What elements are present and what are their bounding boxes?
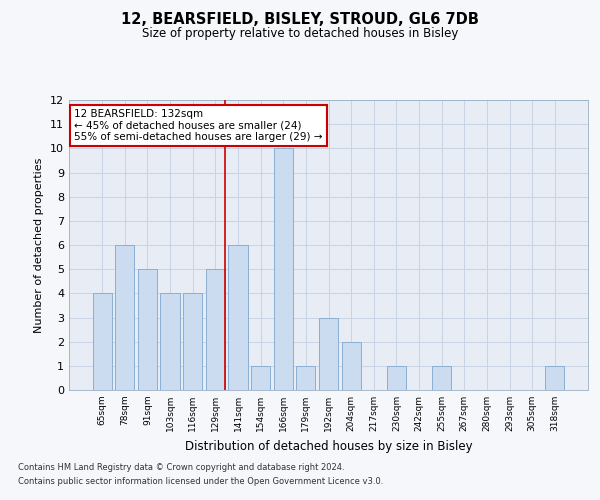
Y-axis label: Number of detached properties: Number of detached properties [34,158,44,332]
Text: 12, BEARSFIELD, BISLEY, STROUD, GL6 7DB: 12, BEARSFIELD, BISLEY, STROUD, GL6 7DB [121,12,479,28]
X-axis label: Distribution of detached houses by size in Bisley: Distribution of detached houses by size … [185,440,472,452]
Text: 12 BEARSFIELD: 132sqm
← 45% of detached houses are smaller (24)
55% of semi-deta: 12 BEARSFIELD: 132sqm ← 45% of detached … [74,108,323,142]
Bar [387,366,406,390]
Bar [115,245,134,390]
Bar [274,148,293,390]
Bar [432,366,451,390]
Bar [229,245,248,390]
Bar [296,366,316,390]
Text: Size of property relative to detached houses in Bisley: Size of property relative to detached ho… [142,28,458,40]
Bar [545,366,565,390]
Bar [92,294,112,390]
Bar [206,269,225,390]
Bar [183,294,202,390]
Text: Contains HM Land Registry data © Crown copyright and database right 2024.: Contains HM Land Registry data © Crown c… [18,462,344,471]
Text: Contains public sector information licensed under the Open Government Licence v3: Contains public sector information licen… [18,478,383,486]
Bar [319,318,338,390]
Bar [251,366,270,390]
Bar [160,294,180,390]
Bar [341,342,361,390]
Bar [138,269,157,390]
